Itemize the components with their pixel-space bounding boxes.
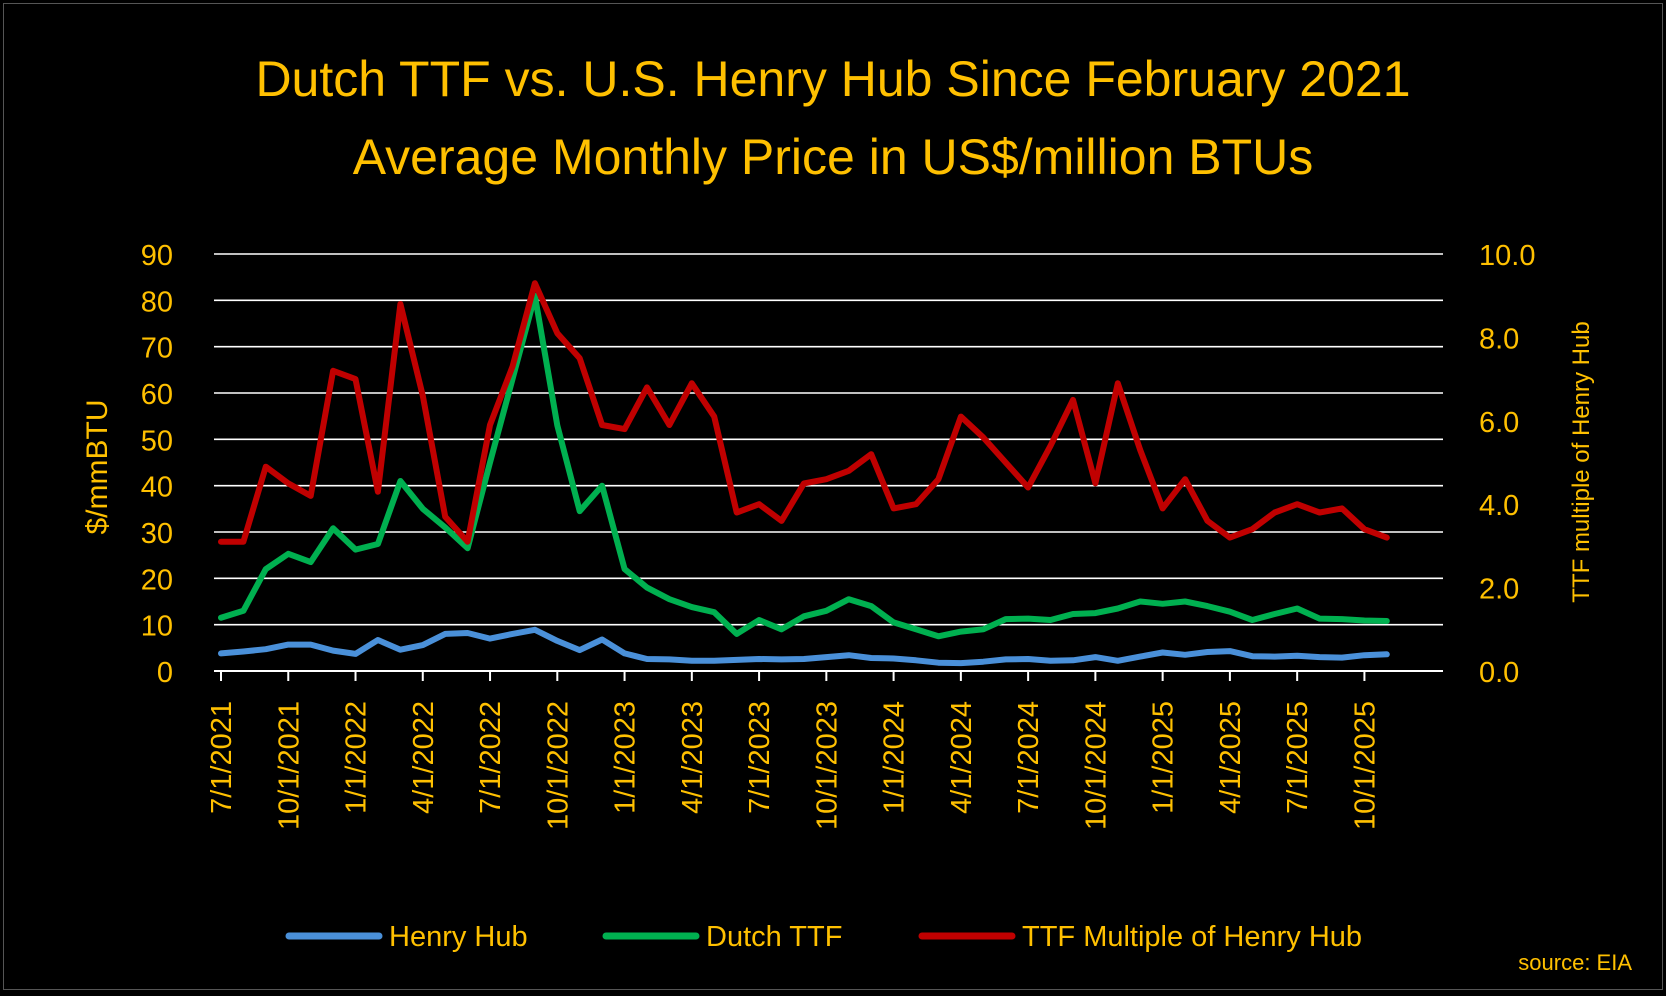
series-line-henry-hub xyxy=(218,626,1390,667)
x-tick-label: 10/1/2023 xyxy=(811,701,843,830)
x-axis-ticks: 7/1/2021 10/1/2021 1/1/2022 4/1/2022 7/1/202… xyxy=(206,671,1381,830)
y-axis-label: $/mmBTU xyxy=(81,400,114,535)
x-tick-label: 4/1/2025 xyxy=(1215,701,1247,814)
x-tick-label: 1/1/2022 xyxy=(341,701,373,814)
series-lines xyxy=(218,280,1390,667)
y-tick-label: 0 xyxy=(157,657,173,689)
y2-tick-label: 2.0 xyxy=(1479,574,1519,606)
chart-subtitle: Average Monthly Price in US$/million BTU… xyxy=(353,129,1314,185)
gridlines xyxy=(214,253,1443,672)
x-tick-label: 4/1/2023 xyxy=(677,701,709,814)
y2-tick-label: 4.0 xyxy=(1479,490,1519,522)
y-tick-label: 70 xyxy=(141,333,173,365)
y-axis-ticks: 0 10 20 30 40 50 60 70 80 90 xyxy=(141,240,173,689)
y-tick-label: 40 xyxy=(141,472,173,504)
y2-axis-label: TTF multiple of Henry Hub xyxy=(1568,321,1595,602)
x-tick-label: 4/1/2022 xyxy=(408,701,440,814)
x-tick-label: 7/1/2022 xyxy=(475,701,507,814)
y2-tick-label: 0.0 xyxy=(1479,657,1519,689)
x-tick-label: 10/1/2022 xyxy=(542,701,574,830)
x-tick-label: 7/1/2021 xyxy=(206,701,238,814)
chart-frame: Dutch TTF vs. U.S. Henry Hub Since Febru… xyxy=(3,3,1663,990)
chart-title: Dutch TTF vs. U.S. Henry Hub Since Febru… xyxy=(255,51,1410,107)
x-tick-label: 7/1/2024 xyxy=(1013,701,1045,814)
legend-label: Henry Hub xyxy=(389,921,528,953)
y2-axis-ticks: 0.0 2.0 4.0 6.0 8.0 10.0 xyxy=(1479,240,1535,689)
y-tick-label: 10 xyxy=(141,611,173,643)
legend: Henry Hub Dutch TTF TTF Multiple of Henry … xyxy=(285,921,1362,953)
x-tick-label: 1/1/2024 xyxy=(879,701,911,814)
y-tick-label: 60 xyxy=(141,379,173,411)
series-line-dutch-ttf xyxy=(218,292,1390,640)
x-tick-label: 4/1/2024 xyxy=(946,701,978,814)
x-tick-label: 1/1/2025 xyxy=(1148,701,1180,814)
series-line-ttf-multiple-of-henry-hub xyxy=(218,280,1390,545)
y-tick-label: 30 xyxy=(141,518,173,550)
y-tick-label: 20 xyxy=(141,564,173,596)
x-tick-label: 10/1/2021 xyxy=(273,701,305,830)
source-note: source: EIA xyxy=(1518,950,1632,975)
x-tick-label: 7/1/2023 xyxy=(744,701,776,814)
y-tick-label: 90 xyxy=(141,240,173,272)
y2-tick-label: 6.0 xyxy=(1479,407,1519,439)
y2-tick-label: 10.0 xyxy=(1479,240,1535,272)
chart: Dutch TTF vs. U.S. Henry Hub Since Febru… xyxy=(81,51,1632,975)
y-tick-label: 50 xyxy=(141,425,173,457)
legend-label: TTF Multiple of Henry Hub xyxy=(1022,921,1362,953)
y-tick-label: 80 xyxy=(141,286,173,318)
y2-tick-label: 8.0 xyxy=(1479,323,1519,355)
x-tick-label: 10/1/2024 xyxy=(1080,701,1112,830)
x-tick-label: 10/1/2025 xyxy=(1349,701,1381,830)
legend-label: Dutch TTF xyxy=(706,921,842,953)
x-tick-label: 7/1/2025 xyxy=(1282,701,1314,814)
x-tick-label: 1/1/2023 xyxy=(610,701,642,814)
